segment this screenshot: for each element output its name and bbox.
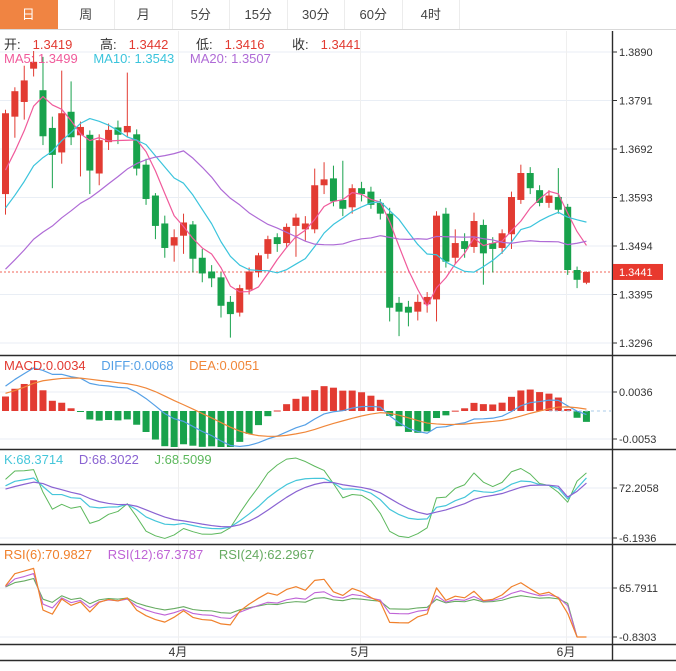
- k-readout: K:68.3714: [4, 452, 64, 467]
- last-price-tag: 1.3441: [613, 263, 663, 280]
- tab-period-4[interactable]: 15分: [230, 0, 288, 29]
- d-readout: D:68.3022: [78, 452, 139, 467]
- high-label-value: 高: 1.3442: [100, 37, 180, 52]
- open-label-value: 开: 1.3419: [4, 37, 84, 52]
- dea-line: [5, 377, 587, 437]
- macd-histogram: [2, 380, 590, 447]
- svg-text:1.3791: 1.3791: [619, 96, 653, 108]
- svg-text:1.3395: 1.3395: [619, 290, 653, 302]
- rsi24-readout: RSI(24):62.2967: [218, 547, 315, 562]
- svg-text:1.3494: 1.3494: [619, 241, 653, 253]
- svg-text:1.3296: 1.3296: [619, 338, 653, 350]
- ohlc-readout-row: 开: 1.3419 高: 1.3442 低: 1.3416 收: 1.3441: [4, 34, 384, 53]
- period-tab-bar: 日周月 5分 15分 30分 60分 4时: [0, 0, 676, 30]
- close-label-value: 收: 1.3441: [292, 37, 372, 52]
- j-readout: J:68.5099: [154, 452, 212, 467]
- close-value: 1.3441: [320, 37, 361, 52]
- tab-period-5[interactable]: 30分: [288, 0, 345, 29]
- svg-text:65.7911: 65.7911: [619, 583, 658, 595]
- rsi-readout-row: RSI(6):70.9827 RSI(12):67.3787 RSI(24):6…: [4, 547, 326, 562]
- svg-text:4月: 4月: [169, 645, 188, 659]
- tab-period-1[interactable]: 周: [58, 0, 115, 29]
- low-label-value: 低: 1.3416: [196, 37, 276, 52]
- svg-text:72.2058: 72.2058: [619, 483, 659, 495]
- high-label: 高:: [100, 37, 117, 52]
- rsi6-line: [5, 567, 587, 638]
- ma20-line: [5, 150, 587, 270]
- svg-text:-0.8303: -0.8303: [619, 632, 656, 644]
- open-value: 1.3419: [32, 37, 73, 52]
- svg-text:1.3441: 1.3441: [619, 267, 653, 279]
- macd-readout: MACD:0.0034: [4, 358, 86, 373]
- ma10-readout: MA10: 1.3543: [93, 51, 175, 66]
- j-line: [5, 457, 587, 539]
- ma10-line: [5, 117, 587, 274]
- low-value: 1.3416: [224, 37, 265, 52]
- svg-text:5月: 5月: [351, 645, 370, 659]
- close-label: 收:: [292, 37, 309, 52]
- tab-period-2[interactable]: 月: [115, 0, 173, 29]
- svg-text:1.3890: 1.3890: [619, 47, 653, 59]
- diff-line: [5, 367, 587, 448]
- svg-text:-6.1936: -6.1936: [619, 533, 656, 545]
- rsi24-line: [5, 577, 587, 638]
- open-label: 开:: [4, 37, 21, 52]
- month-axis-labels: 4月 5月 6月: [169, 645, 576, 659]
- svg-text:1.3692: 1.3692: [619, 144, 653, 156]
- dea-readout: DEA:0.0051: [189, 358, 260, 373]
- panel-dividers: [0, 31, 676, 662]
- diff-readout: DIFF:0.0068: [101, 358, 174, 373]
- tab-period-3[interactable]: 5分: [173, 0, 230, 29]
- svg-text:-0.0053: -0.0053: [619, 434, 656, 446]
- grid-layer: [0, 31, 612, 644]
- price-axis-labels: 1.3890 1.3791 1.3692 1.3593 1.3494 1.3395 1.32…: [612, 47, 659, 644]
- kdj-readout-row: K:68.3714 D:68.3022 J:68.5099: [4, 452, 224, 467]
- svg-text:1.3593: 1.3593: [619, 193, 653, 205]
- tab-period-0[interactable]: 日: [0, 0, 58, 29]
- ma-readout-row: MA5: 1.3499 MA10: 1.3543 MA20: 1.3507: [4, 51, 283, 66]
- rsi12-readout: RSI(12):67.3787: [107, 547, 204, 562]
- low-label: 低:: [196, 37, 213, 52]
- high-value: 1.3442: [128, 37, 169, 52]
- rsi6-readout: RSI(6):70.9827: [4, 547, 93, 562]
- ma5-readout: MA5: 1.3499: [4, 51, 78, 66]
- rsi12-line: [5, 573, 587, 638]
- ma5-line: [4, 95, 587, 307]
- candlestick-layer: [2, 51, 590, 338]
- svg-text:6月: 6月: [557, 645, 576, 659]
- d-line: [5, 481, 587, 528]
- tab-period-7[interactable]: 4时: [403, 0, 460, 29]
- k-line: [5, 477, 587, 530]
- tab-period-6[interactable]: 60分: [345, 0, 403, 29]
- macd-readout-row: MACD:0.0034 DIFF:0.0068 DEA:0.0051: [4, 358, 271, 373]
- svg-text:0.0036: 0.0036: [619, 387, 653, 399]
- ma20-readout: MA20: 1.3507: [189, 51, 271, 66]
